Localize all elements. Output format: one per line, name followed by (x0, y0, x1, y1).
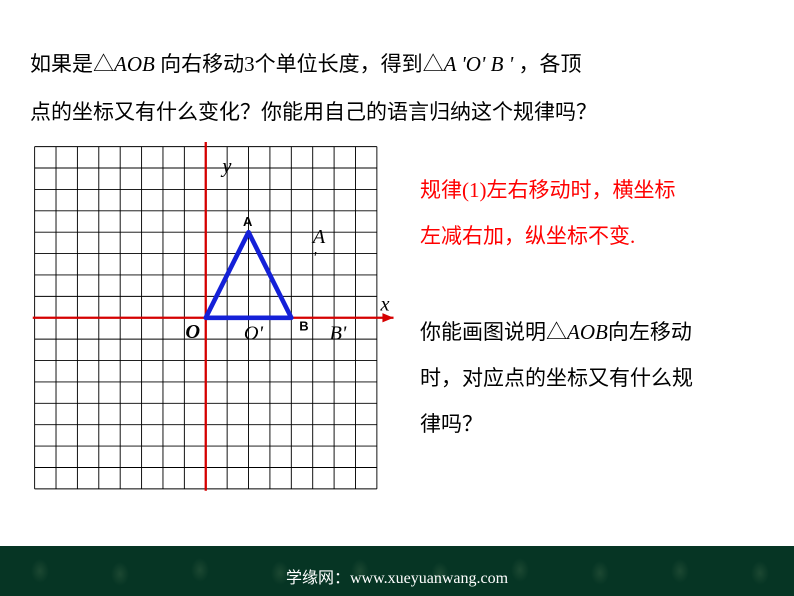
footer-url: www.xueyuanwang.com (350, 570, 508, 587)
content-area: 如果是△AOB 向右移动3个单位长度，得到△A 'O' B ' ，各顶 点的坐标… (0, 0, 794, 512)
footer-label: 学缘网： (286, 570, 350, 587)
q-text-2: 向右移动3个单位长度，得到△ (155, 52, 444, 76)
svg-text:O: O (185, 321, 200, 343)
svg-text:B: B (299, 318, 308, 333)
rule-text: 规律(1)左右移动时，横坐标 左减右加，纵坐标不变. (420, 167, 764, 259)
chart-svg: yxOABA'O'B' (30, 142, 400, 512)
q-triangle-2: A 'O' B ' (444, 52, 514, 76)
q-line-2: 点的坐标又有什么变化？你能用自己的语言归纳这个规律吗？ (30, 100, 597, 124)
main-question: 如果是△AOB 向右移动3个单位长度，得到△A 'O' B ' ，各顶 点的坐标… (30, 40, 764, 137)
right-panel: 规律(1)左右移动时，横坐标 左减右加，纵坐标不变. 你能画图说明△AOB向左移… (420, 142, 764, 512)
sq-prefix: 你能画图说明△ (420, 320, 567, 344)
svg-text:O': O' (244, 322, 264, 344)
main-content: yxOABA'O'B' 规律(1)左右移动时，横坐标 左减右加，纵坐标不变. 你… (30, 142, 764, 512)
sq-line-3: 律吗？ (420, 412, 483, 436)
svg-text:B': B' (329, 322, 346, 344)
footer-text: 学缘网：www.xueyuanwang.com (0, 564, 794, 588)
q-text-3: ，各顶 (513, 52, 581, 76)
q-text-1: 如果是△ (30, 52, 114, 76)
svg-text:y: y (220, 155, 232, 177)
sub-question: 你能画图说明△AOB向左移动 时，对应点的坐标又有什么规 律吗？ (420, 309, 764, 448)
sq-triangle: AOB (567, 320, 608, 344)
svg-text:': ' (313, 248, 317, 267)
sq-line-2: 时，对应点的坐标又有什么规 (420, 366, 693, 390)
rule-line-1: 规律(1)左右移动时，横坐标 (420, 178, 676, 202)
rule-line-2: 左减右加，纵坐标不变. (420, 224, 635, 248)
footer: 学缘网：www.xueyuanwang.com (0, 546, 794, 596)
q-triangle-1: AOB (114, 52, 155, 76)
svg-text:A: A (243, 213, 252, 228)
sq-suffix1: 向左移动 (608, 320, 692, 344)
svg-text:A: A (311, 225, 326, 247)
coordinate-chart: yxOABA'O'B' (30, 142, 400, 512)
svg-text:x: x (380, 293, 390, 315)
